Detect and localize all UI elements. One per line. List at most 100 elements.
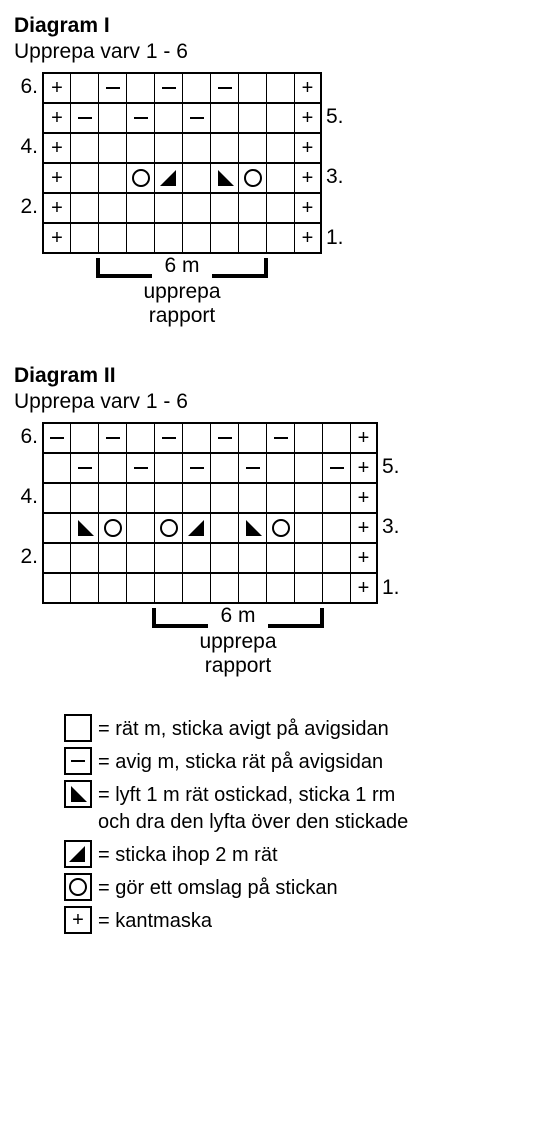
- cell-minus: [70, 454, 98, 482]
- cell-empty: [266, 194, 294, 222]
- cell-empty: [70, 194, 98, 222]
- legend-text: = avig m, sticka rät på avigsidan: [98, 747, 383, 776]
- cell-empty: [182, 574, 210, 602]
- repeat-text: rapport: [154, 654, 322, 678]
- row-number-right: 3.: [378, 515, 406, 539]
- cell-plus: [42, 224, 70, 252]
- cell-empty: [126, 224, 154, 252]
- cell-empty: [154, 134, 182, 162]
- legend-symbol-plus: [64, 906, 92, 934]
- repeat-text: rapport: [98, 304, 266, 328]
- cell-empty: [42, 544, 70, 572]
- cell-empty: [266, 224, 294, 252]
- cell-empty: [182, 544, 210, 572]
- cell-empty: [182, 194, 210, 222]
- cell-minus: [126, 454, 154, 482]
- repeat-text: upprepa: [154, 630, 322, 654]
- cell-empty: [266, 74, 294, 102]
- cell-empty: [70, 74, 98, 102]
- cell-plus: [350, 484, 378, 512]
- legend-text: = lyft 1 m rät ostickad, sticka 1 rmoch …: [98, 780, 408, 836]
- cell-empty: [126, 194, 154, 222]
- row-number-right: 5.: [322, 105, 350, 129]
- cell-triL: [182, 514, 210, 542]
- cell-empty: [238, 194, 266, 222]
- row-number-right: 3.: [322, 165, 350, 189]
- cell-minus: [238, 454, 266, 482]
- cell-empty: [154, 484, 182, 512]
- cell-empty: [182, 424, 210, 452]
- cell-plus: [294, 134, 322, 162]
- cell-minus: [182, 454, 210, 482]
- cell-empty: [294, 544, 322, 572]
- diagram-title: Diagram I: [14, 14, 528, 38]
- cell-empty: [126, 574, 154, 602]
- cell-empty: [238, 74, 266, 102]
- cell-plus: [42, 74, 70, 102]
- cell-empty: [154, 574, 182, 602]
- row-number-left: 2.: [14, 545, 42, 569]
- cell-empty: [182, 484, 210, 512]
- cell-triL: [154, 164, 182, 192]
- cell-plus: [350, 574, 378, 602]
- cell-empty: [238, 574, 266, 602]
- cell-minus: [126, 104, 154, 132]
- cell-empty: [238, 224, 266, 252]
- repeat-bracket: 6 m: [14, 256, 352, 280]
- cell-plus: [350, 424, 378, 452]
- cell-plus: [350, 514, 378, 542]
- cell-minus: [210, 424, 238, 452]
- cell-empty: [210, 134, 238, 162]
- cell-empty: [294, 574, 322, 602]
- chart: 6.5.4.3.2.1.6 muppreparapport: [14, 422, 408, 678]
- cell-empty: [126, 484, 154, 512]
- cell-circle: [98, 514, 126, 542]
- cell-minus: [42, 424, 70, 452]
- repeat-bracket: 6 m: [14, 606, 408, 630]
- cell-empty: [182, 134, 210, 162]
- cell-empty: [238, 544, 266, 572]
- row-number-left: 6.: [14, 425, 42, 449]
- cell-plus: [294, 104, 322, 132]
- diagram-subtitle: Upprepa varv 1 - 6: [14, 40, 528, 64]
- cell-empty: [154, 224, 182, 252]
- legend-symbol-empty: [64, 714, 92, 742]
- legend-symbol-circle: [64, 873, 92, 901]
- cell-empty: [210, 514, 238, 542]
- cell-empty: [210, 194, 238, 222]
- cell-circle: [154, 514, 182, 542]
- cell-empty: [266, 164, 294, 192]
- cell-empty: [266, 484, 294, 512]
- cell-empty: [210, 104, 238, 132]
- cell-empty: [238, 484, 266, 512]
- row-number-left: 6.: [14, 75, 42, 99]
- cell-empty: [154, 194, 182, 222]
- legend-row: = gör ett omslag på stickan: [64, 873, 528, 902]
- cell-minus: [322, 454, 350, 482]
- cell-empty: [322, 544, 350, 572]
- cell-empty: [266, 454, 294, 482]
- diagram-block: Diagram IIUpprepa varv 1 - 66.5.4.3.2.1.…: [14, 364, 528, 678]
- cell-empty: [182, 74, 210, 102]
- cell-minus: [98, 424, 126, 452]
- row-number-left: 2.: [14, 195, 42, 219]
- cell-circle: [238, 164, 266, 192]
- cell-empty: [70, 224, 98, 252]
- repeat-size-label: 6 m: [152, 254, 212, 278]
- cell-empty: [294, 454, 322, 482]
- cell-empty: [126, 544, 154, 572]
- cell-empty: [70, 134, 98, 162]
- cell-plus: [294, 194, 322, 222]
- cell-empty: [238, 104, 266, 132]
- cell-minus: [154, 424, 182, 452]
- cell-triR: [70, 514, 98, 542]
- cell-empty: [98, 484, 126, 512]
- cell-empty: [98, 574, 126, 602]
- cell-empty: [154, 544, 182, 572]
- cell-empty: [42, 574, 70, 602]
- cell-empty: [126, 514, 154, 542]
- cell-minus: [154, 74, 182, 102]
- cell-empty: [126, 74, 154, 102]
- row-number-right: 5.: [378, 455, 406, 479]
- row-number-right: 1.: [322, 226, 350, 250]
